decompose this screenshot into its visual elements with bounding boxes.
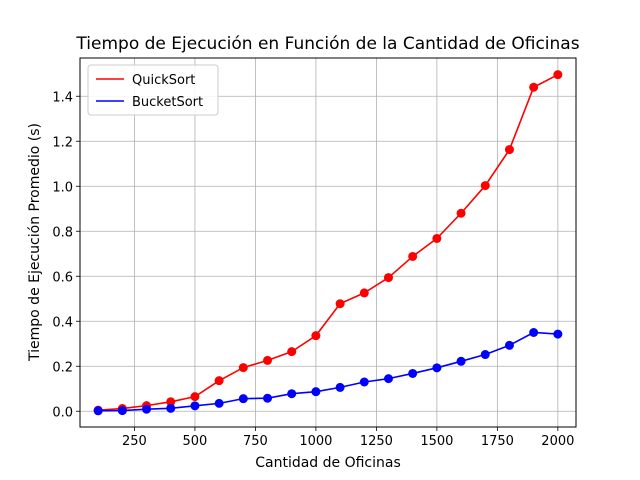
y-axis: 0.0 0.2 0.4 0.6 0.8 1.0 1.2 1.4 <box>52 90 80 420</box>
x-tick-label: 1750 <box>481 434 514 449</box>
quicksort-point <box>383 273 393 283</box>
chart-title: Tiempo de Ejecución en Función de la Can… <box>75 34 579 54</box>
y-tick-label: 0.2 <box>52 360 73 375</box>
legend-box <box>87 64 219 116</box>
quicksort-point <box>335 299 345 309</box>
bucketsort-point <box>553 329 563 339</box>
bucketsort-point <box>408 368 418 378</box>
bucketsort-point <box>287 389 297 399</box>
quicksort-point <box>456 208 466 218</box>
legend-label-quicksort: QuickSort <box>132 73 195 88</box>
y-tick-label: 0.4 <box>52 315 73 330</box>
quicksort-point <box>311 331 321 341</box>
series-layer <box>93 70 563 416</box>
bucketsort-point <box>311 387 321 397</box>
x-tick-label: 1000 <box>299 434 332 449</box>
quicksort-point <box>529 82 539 92</box>
bucketsort-point <box>93 406 103 416</box>
quicksort-line <box>98 73 559 411</box>
bucketsort-point <box>142 404 152 414</box>
x-tick-label: 1500 <box>420 434 453 449</box>
bucketsort-point <box>504 340 514 350</box>
bucketsort-point <box>480 350 490 360</box>
series-bucketsort <box>93 328 563 416</box>
bucketsort-point <box>456 356 466 366</box>
x-tick-label: 750 <box>243 434 268 449</box>
series-quicksort <box>93 70 563 415</box>
quicksort-point <box>553 70 563 80</box>
quicksort-point <box>166 397 176 407</box>
quicksort-point <box>238 363 248 373</box>
x-tick-label: 1250 <box>360 434 393 449</box>
bucketsort-point <box>117 406 127 416</box>
bucketsort-point <box>190 401 200 411</box>
legend-label-bucketsort: BucketSort <box>132 95 203 110</box>
quicksort-point <box>408 251 418 261</box>
y-tick-label: 0.6 <box>52 270 73 285</box>
quicksort-point <box>190 392 200 402</box>
x-tick-label: 2000 <box>541 434 574 449</box>
bucketsort-point <box>263 393 273 403</box>
y-tick-label: 0.0 <box>52 405 73 420</box>
bucketsort-point <box>214 398 224 408</box>
legend: QuickSort BucketSort <box>87 64 219 116</box>
bucketsort-point <box>383 374 393 384</box>
quicksort-point <box>432 233 442 243</box>
quicksort-point <box>263 355 273 365</box>
y-tick-label: 0.8 <box>52 225 73 240</box>
quicksort-point <box>480 181 490 191</box>
quicksort-point <box>359 288 369 298</box>
bucketsort-point <box>529 328 539 337</box>
quicksort-point <box>287 347 297 357</box>
bucketsort-point <box>166 403 176 413</box>
quicksort-point <box>214 376 224 386</box>
y-tick-label: 1.4 <box>52 90 73 105</box>
x-tick-label: 500 <box>183 434 208 449</box>
bucketsort-point <box>359 377 369 387</box>
x-axis: 250 500 750 1000 1250 1500 1750 2000 <box>122 427 574 449</box>
quicksort-point <box>504 145 514 155</box>
bucketsort-line <box>98 331 558 412</box>
x-tick-label: 250 <box>122 434 147 449</box>
bucketsort-point <box>335 382 345 392</box>
bucketsort-point <box>432 363 442 373</box>
bucketsort-point <box>238 394 248 404</box>
y-axis-label: Tiempo de Ejecución Promedio (s) <box>27 123 43 362</box>
plot-frame <box>79 57 577 428</box>
y-tick-label: 1.2 <box>52 135 73 150</box>
x-axis-label: Cantidad de Oficinas <box>255 455 401 471</box>
y-tick-label: 1.0 <box>52 180 73 195</box>
